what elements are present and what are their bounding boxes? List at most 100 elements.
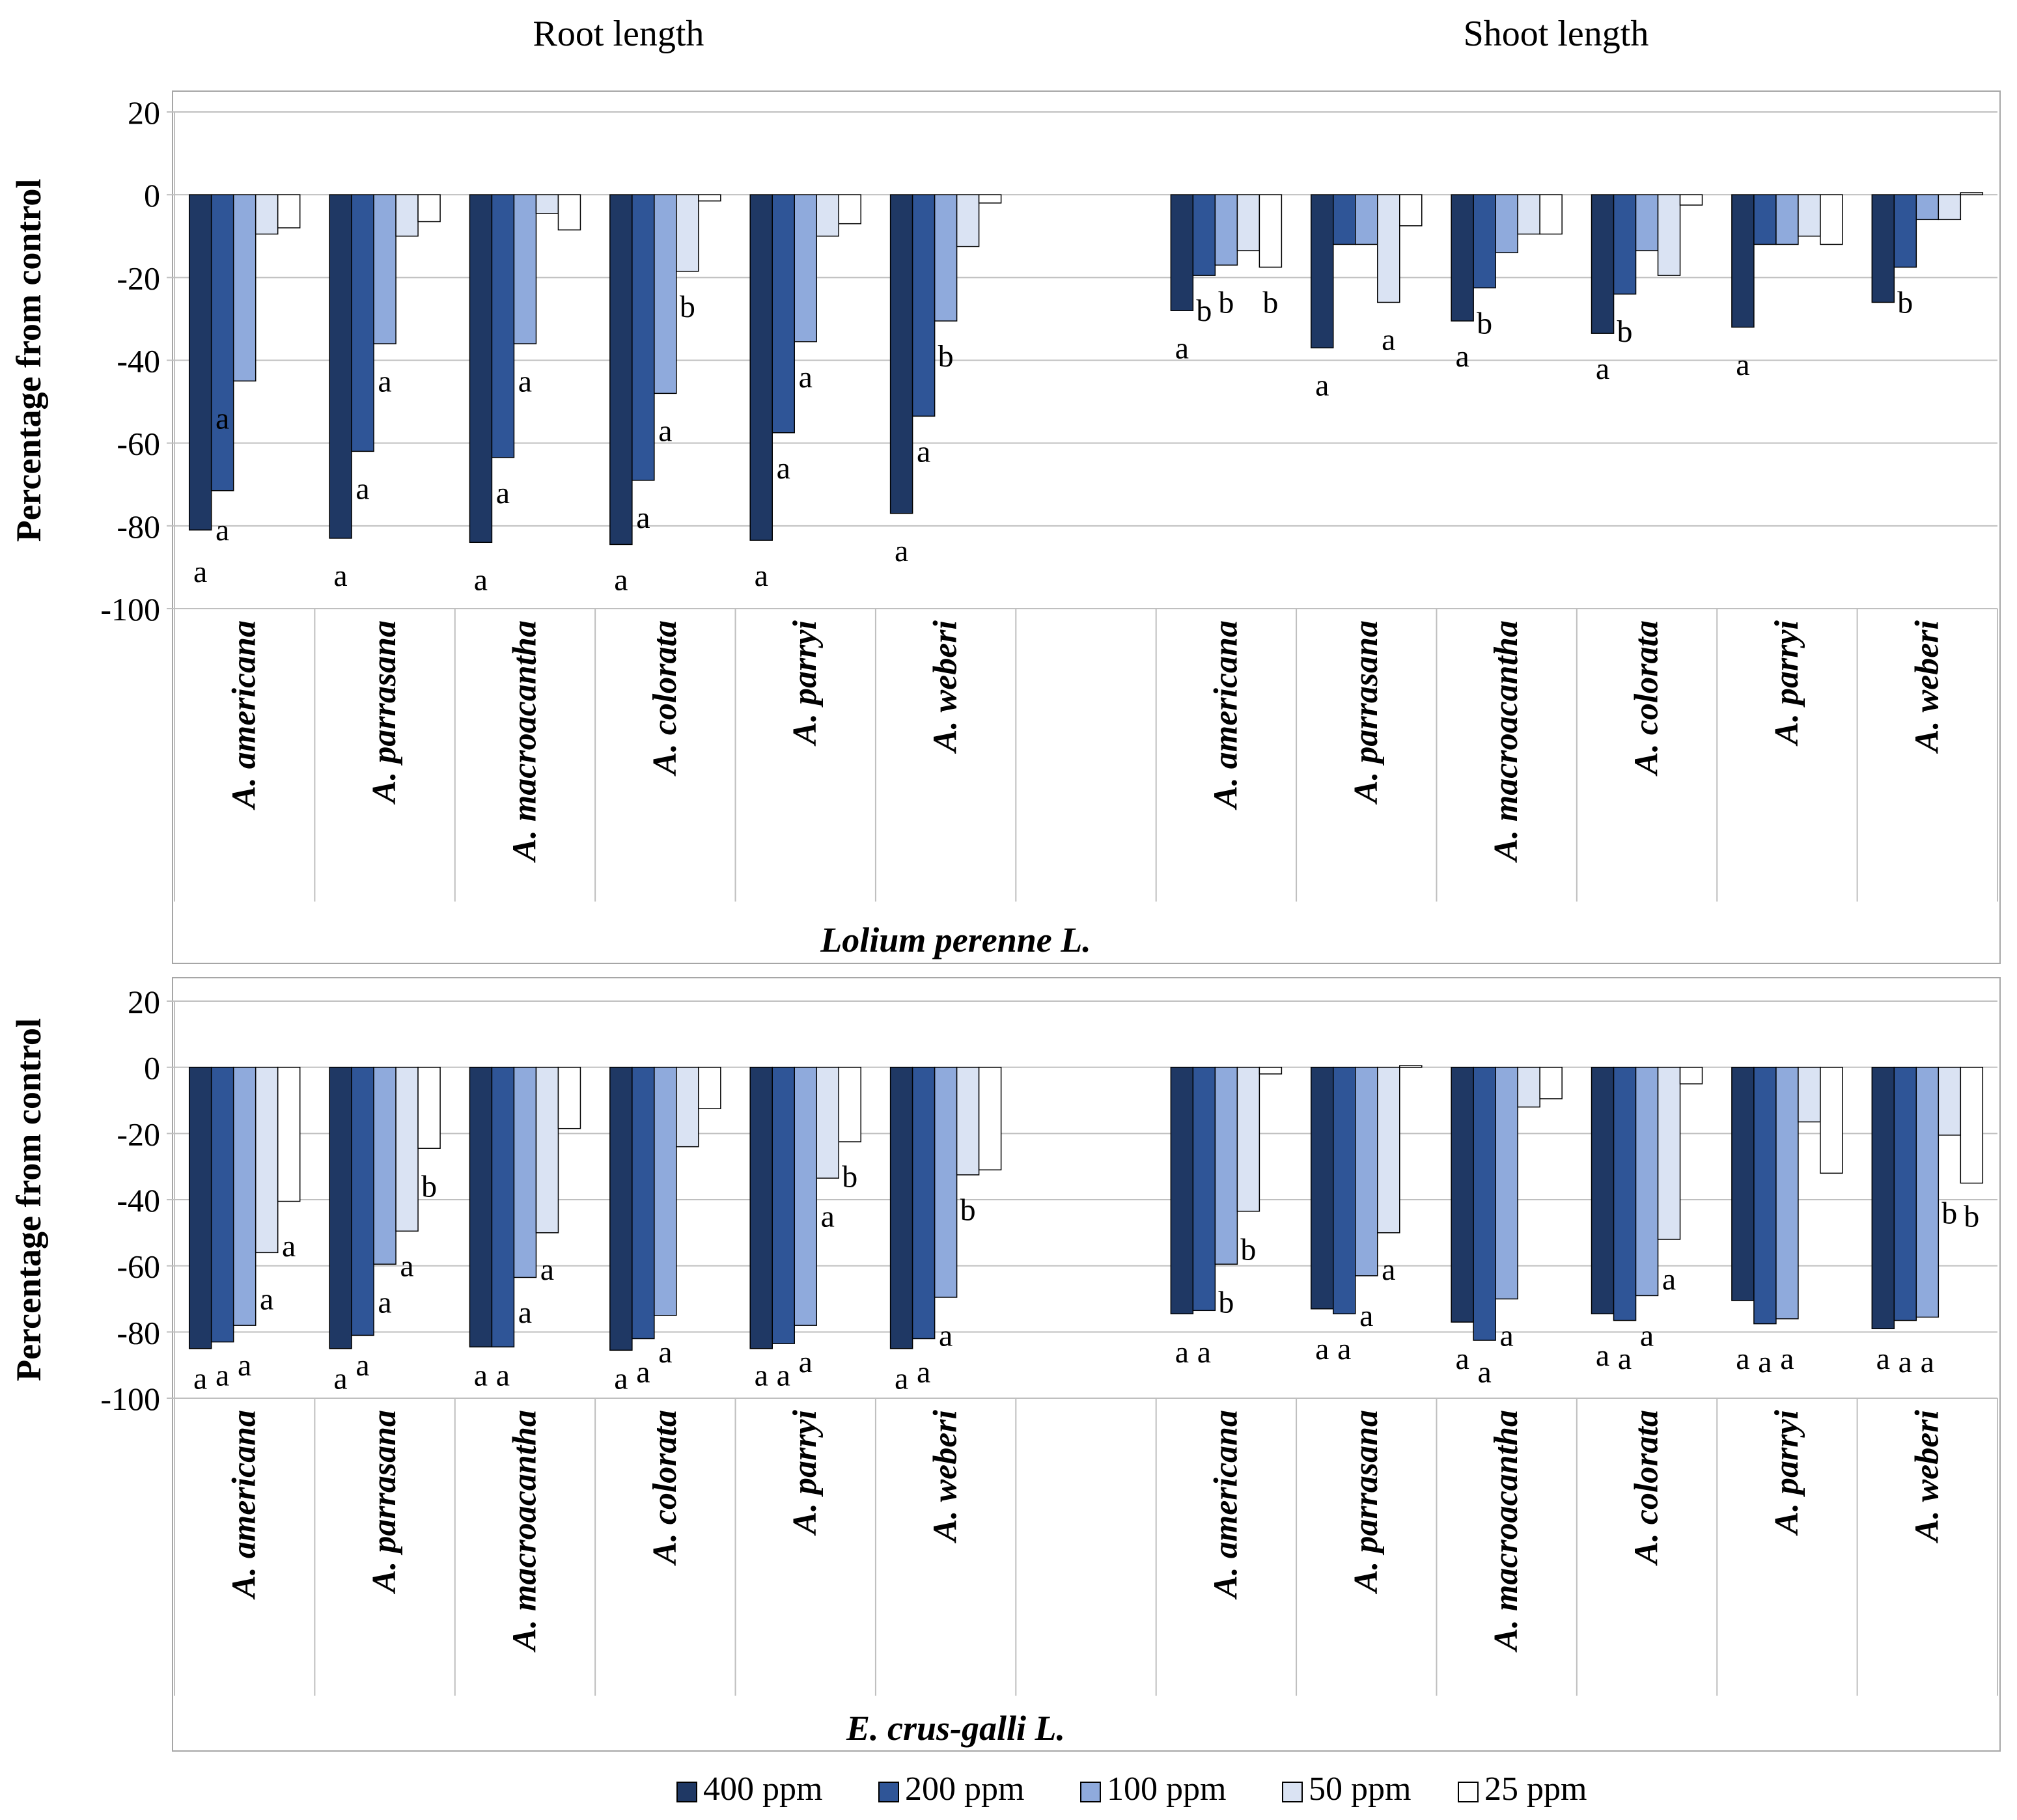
bar-400-ppm: [1871, 1066, 1895, 1329]
bar-100-ppm: [1495, 194, 1518, 253]
y-tick-label: 20: [128, 984, 160, 1020]
significance-letter: a: [355, 472, 369, 506]
significance-letter: a: [333, 558, 347, 593]
significance-letter: a: [636, 1355, 650, 1389]
y-tick-label: 20: [128, 94, 160, 131]
significance-letter: b: [1218, 1286, 1234, 1320]
bar-400-ppm: [469, 194, 493, 544]
significance-letter: a: [496, 476, 510, 510]
significance-letter: b: [1897, 285, 1913, 320]
bar-50-ppm: [1236, 194, 1260, 251]
bar-200-ppm: [1333, 194, 1356, 245]
significance-letter: a: [1359, 1299, 1373, 1333]
bar-25-ppm: [1539, 194, 1563, 235]
bar-100-ppm: [1355, 194, 1378, 245]
bar-200-ppm: [210, 1066, 234, 1343]
bar-25-ppm: [1259, 1066, 1283, 1075]
bar-100-ppm: [1495, 1066, 1518, 1300]
bar-50-ppm: [395, 1066, 419, 1232]
bar-25-ppm: [1679, 194, 1703, 206]
bar-100-ppm: [1775, 194, 1799, 245]
bar-200-ppm: [1753, 1066, 1777, 1325]
chart-frame: [172, 977, 2001, 1752]
bar-25-ppm: [978, 194, 1002, 204]
bar-200-ppm: [632, 194, 655, 481]
legend-swatch: [878, 1782, 899, 1802]
significance-letter: a: [400, 1249, 413, 1284]
significance-letter: a: [496, 1358, 510, 1392]
bar-400-ppm: [188, 1066, 212, 1349]
bar-200-ppm: [1473, 194, 1496, 288]
bar-400-ppm: [1170, 194, 1194, 311]
significance-letter: a: [216, 513, 229, 547]
significance-letter: a: [260, 1282, 273, 1317]
y-tick-label: -60: [117, 1248, 160, 1285]
bar-50-ppm: [676, 1066, 699, 1148]
panel-title: Lolium perenne L.: [820, 920, 1091, 959]
y-tick-label: -20: [117, 1116, 160, 1152]
significance-letter: a: [1596, 1338, 1609, 1373]
legend-swatch: [1282, 1782, 1303, 1802]
legend: 400 ppm 200 ppm 100 ppm 50 ppm 25 ppm: [676, 1771, 1587, 1808]
category-label: A. colorata: [1628, 1410, 1665, 1566]
bar-50-ppm: [676, 194, 699, 272]
bar-25-ppm: [1960, 192, 1984, 195]
bar-200-ppm: [491, 1066, 515, 1347]
significance-letter: a: [474, 1358, 488, 1392]
bar-200-ppm: [911, 194, 936, 417]
significance-letter: a: [518, 364, 532, 398]
bar-50-ppm: [1938, 1066, 1962, 1136]
bar-50-ppm: [1377, 1066, 1400, 1234]
category-label: A. colorata: [1628, 620, 1665, 777]
significance-letter: a: [777, 451, 790, 486]
significance-letter: a: [378, 1286, 391, 1320]
significance-letter: a: [1382, 1252, 1395, 1287]
bar-50-ppm: [956, 194, 980, 247]
bar-25-ppm: [417, 194, 441, 223]
bar-25-ppm: [1259, 194, 1283, 268]
significance-letter: a: [755, 558, 768, 593]
category-label: A. parryi: [786, 620, 824, 746]
significance-letter: a: [917, 434, 930, 469]
significance-letter: a: [1315, 1332, 1329, 1366]
legend-label: 25 ppm: [1484, 1771, 1587, 1808]
bar-100-ppm: [934, 194, 958, 322]
bar-400-ppm: [1311, 1066, 1334, 1310]
bar-50-ppm: [395, 194, 419, 237]
significance-letter: a: [518, 1295, 532, 1330]
bar-50-ppm: [816, 1066, 839, 1179]
y-tick-label: -40: [117, 343, 160, 379]
category-label: A. macroacantha: [506, 1410, 543, 1653]
bar-200-ppm: [772, 194, 795, 434]
significance-letter: a: [333, 1362, 347, 1396]
bar-400-ppm: [749, 194, 773, 541]
bar-200-ppm: [772, 1066, 795, 1344]
significance-letter: a: [917, 1355, 930, 1389]
significance-letter: a: [193, 1362, 207, 1396]
bar-200-ppm: [351, 194, 374, 452]
y-tick-label: -100: [100, 1381, 160, 1417]
significance-letter: b: [1964, 1199, 1979, 1234]
significance-letter: b: [1196, 294, 1212, 328]
significance-letter: a: [540, 1252, 554, 1287]
bar-50-ppm: [1938, 194, 1962, 221]
category-label: A. americana: [1207, 1410, 1244, 1600]
category-label: A. weberi: [927, 620, 964, 754]
bar-200-ppm: [1333, 1066, 1356, 1315]
legend-label: 200 ppm: [905, 1771, 1024, 1808]
bar-100-ppm: [794, 194, 817, 342]
bar-50-ppm: [956, 1066, 980, 1176]
significance-letter: a: [658, 1335, 672, 1370]
bar-200-ppm: [491, 194, 515, 458]
bar-50-ppm: [1377, 194, 1400, 303]
bar-200-ppm: [210, 194, 234, 491]
significance-letter: a: [1175, 331, 1189, 365]
bar-100-ppm: [1214, 194, 1238, 266]
category-label: A. parrasana: [366, 620, 403, 805]
bar-400-ppm: [1311, 194, 1334, 349]
bar-50-ppm: [1798, 194, 1821, 237]
bar-200-ppm: [1192, 1066, 1216, 1312]
bar-25-ppm: [698, 194, 721, 202]
legend-swatch: [676, 1782, 697, 1802]
